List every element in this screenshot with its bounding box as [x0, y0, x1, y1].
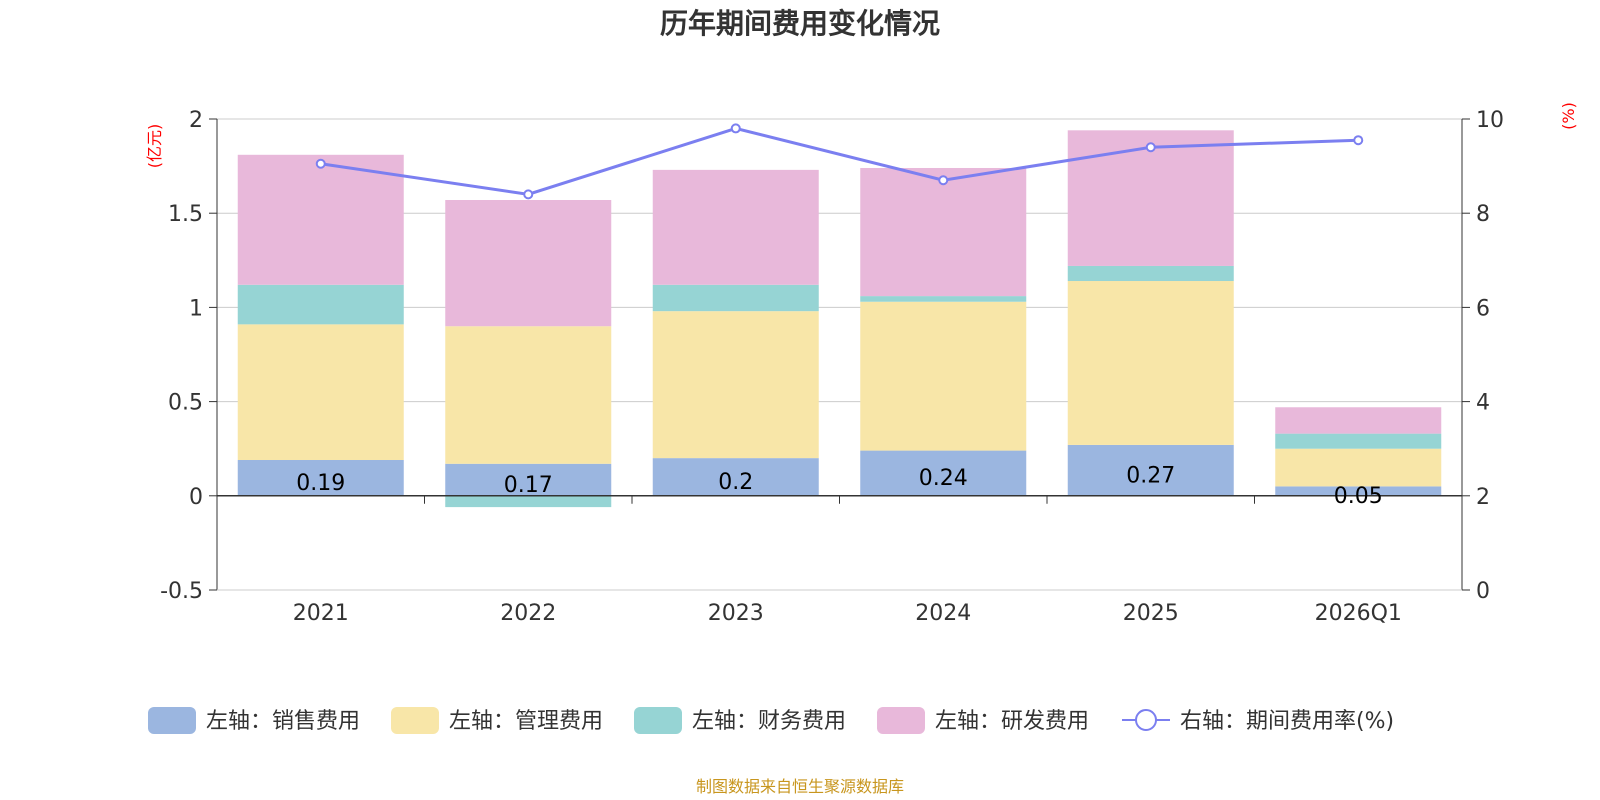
- bar-layer: [237, 130, 1442, 508]
- data-labels: 0.19 0.17 0.2 0.24 0.27 0.05: [296, 463, 1382, 509]
- x-tick-label: 2021: [293, 601, 349, 626]
- bar-segment: [652, 284, 819, 312]
- left-axis-unit: (亿元): [145, 124, 164, 169]
- legend-label: 左轴：管理费用: [449, 709, 603, 734]
- expense-rate-point: [1145, 142, 1156, 153]
- left-tick-label: 2: [189, 108, 203, 133]
- bar-segment: [860, 167, 1027, 297]
- legend-label: 左轴：研发费用: [935, 709, 1089, 734]
- bar-segment: [445, 495, 612, 508]
- bar-segment: [860, 296, 1027, 302]
- bar-segment: [652, 311, 819, 459]
- bar-value-label: 0.19: [296, 471, 345, 496]
- expense-rate-point: [1353, 135, 1364, 146]
- bar-value-label: 0.05: [1334, 484, 1383, 509]
- bar-segment: [237, 460, 404, 496]
- legend-swatch: [877, 707, 925, 734]
- legend-swatch: [148, 707, 196, 734]
- bar-segment: [1275, 486, 1442, 496]
- bar-segment: [237, 324, 404, 461]
- bar-value-label: 0.27: [1126, 463, 1175, 488]
- right-tick-label: 6: [1476, 296, 1490, 321]
- bar-segment: [237, 284, 404, 325]
- bar-segment: [1067, 281, 1234, 445]
- bar-segment: [1275, 448, 1442, 487]
- bar-segment: [652, 169, 819, 285]
- bar-segment: [1275, 433, 1442, 449]
- source-note: 制图数据来自恒生聚源数据库: [696, 777, 904, 796]
- legend-label: 右轴：期间费用率(%): [1180, 709, 1394, 734]
- right-axis-unit: (%): [1559, 102, 1578, 130]
- left-tick-label: 0.5: [168, 391, 203, 416]
- bar-segment: [445, 200, 612, 327]
- chart-title: 历年期间费用变化情况: [660, 7, 940, 40]
- bar-segment: [652, 458, 819, 496]
- bar-segment: [860, 450, 1027, 496]
- right-tick-label: 0: [1476, 579, 1490, 604]
- x-tick-label: 2023: [708, 601, 764, 626]
- bar-value-label: 0.2: [718, 470, 753, 495]
- bar-segment: [860, 301, 1027, 451]
- x-tick-label: 2024: [915, 601, 971, 626]
- right-tick-label: 2: [1476, 485, 1490, 510]
- legend-label: 左轴：财务费用: [692, 709, 846, 734]
- bar-segment: [445, 326, 612, 464]
- left-tick-label: 0: [189, 485, 203, 510]
- bar-segment: [1067, 444, 1234, 496]
- legend-swatch: [634, 707, 682, 734]
- right-tick-label: 4: [1476, 391, 1490, 416]
- left-tick-label: 1.5: [168, 202, 203, 227]
- bar-value-label: 0.17: [504, 473, 553, 498]
- expense-rate-point: [938, 175, 949, 186]
- bar-segment: [1275, 407, 1442, 434]
- bar-value-label: 0.24: [919, 466, 968, 491]
- x-tick-label: 2022: [500, 601, 556, 626]
- expense-rate-point: [523, 189, 534, 200]
- legend-circle-swatch: [1135, 709, 1157, 731]
- x-tick-label: 2025: [1123, 601, 1179, 626]
- x-tick-label: 2026Q1: [1315, 601, 1402, 626]
- bar-segment: [445, 463, 612, 496]
- expense-rate-point: [315, 158, 326, 169]
- left-tick-label: -0.5: [160, 579, 203, 604]
- legend: 左轴：销售费用 左轴：管理费用 左轴：财务费用 左轴：研发费用 右轴：期间费用率(%): [148, 707, 1394, 734]
- legend-label: 左轴：销售费用: [206, 709, 360, 734]
- bar-segment: [1067, 265, 1234, 282]
- legend-swatch: [391, 707, 439, 734]
- expense-rate-line: [320, 126, 1359, 196]
- bar-segment: [1067, 130, 1234, 266]
- line-layer: [315, 123, 1364, 200]
- bar-segment: [237, 154, 404, 285]
- left-tick-label: 1: [189, 296, 203, 321]
- right-tick-label: 10: [1476, 108, 1504, 133]
- expense-rate-point: [730, 123, 741, 134]
- right-tick-label: 8: [1476, 202, 1490, 227]
